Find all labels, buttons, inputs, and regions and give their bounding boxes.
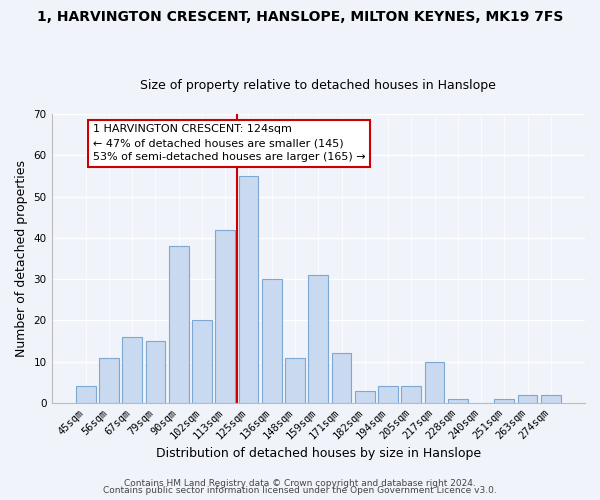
X-axis label: Distribution of detached houses by size in Hanslope: Distribution of detached houses by size … — [156, 447, 481, 460]
Text: 1, HARVINGTON CRESCENT, HANSLOPE, MILTON KEYNES, MK19 7FS: 1, HARVINGTON CRESCENT, HANSLOPE, MILTON… — [37, 10, 563, 24]
Bar — [76, 386, 95, 403]
Bar — [308, 275, 328, 403]
Bar — [192, 320, 212, 403]
Bar — [215, 230, 235, 403]
Bar — [122, 337, 142, 403]
Bar — [401, 386, 421, 403]
Bar — [262, 279, 281, 403]
Bar — [518, 394, 538, 403]
Text: Contains HM Land Registry data © Crown copyright and database right 2024.: Contains HM Land Registry data © Crown c… — [124, 478, 476, 488]
Bar — [169, 246, 188, 403]
Bar — [378, 386, 398, 403]
Bar — [425, 362, 445, 403]
Bar — [494, 399, 514, 403]
Text: Contains public sector information licensed under the Open Government Licence v3: Contains public sector information licen… — [103, 486, 497, 495]
Bar — [332, 354, 352, 403]
Bar — [285, 358, 305, 403]
Title: Size of property relative to detached houses in Hanslope: Size of property relative to detached ho… — [140, 79, 496, 92]
Text: 1 HARVINGTON CRESCENT: 124sqm
← 47% of detached houses are smaller (145)
53% of : 1 HARVINGTON CRESCENT: 124sqm ← 47% of d… — [92, 124, 365, 162]
Bar — [146, 341, 166, 403]
Y-axis label: Number of detached properties: Number of detached properties — [15, 160, 28, 357]
Bar — [541, 394, 561, 403]
Bar — [448, 399, 468, 403]
Bar — [239, 176, 259, 403]
Bar — [99, 358, 119, 403]
Bar — [355, 390, 374, 403]
